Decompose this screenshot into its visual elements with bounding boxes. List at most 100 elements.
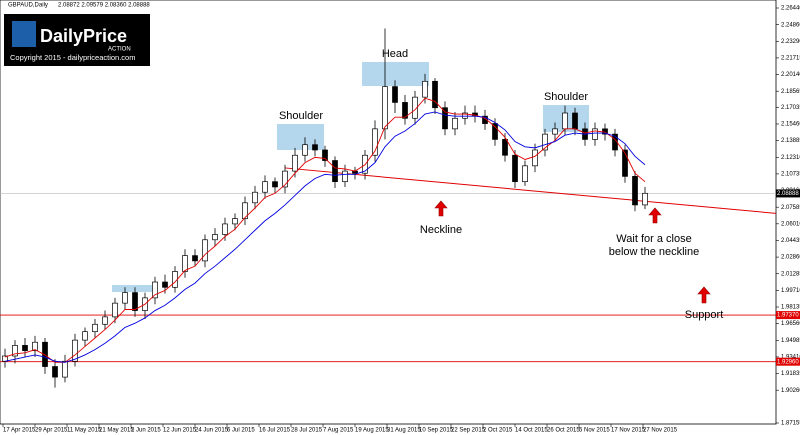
y-tick-label: 2.15460 [781,122,800,128]
x-tick-label: 17 Nov 2015 [611,428,646,434]
y-tick-label: 2.20140 [781,72,800,78]
candle-body [342,170,348,183]
candle-body [542,133,548,151]
x-tick-label: 7 Aug 2015 [323,428,354,434]
candle-body [402,102,408,119]
candle-body [112,302,118,318]
y-tick-label: 1.98135 [781,305,800,311]
arrow [648,207,662,224]
x-tick-label: 22 Sep 2015 [451,428,486,434]
candle-body [322,149,328,161]
y-tick-label: 2.01285 [781,271,800,277]
candle-body [392,86,398,103]
candle-body [462,112,468,119]
y-tick-label: 2.13885 [781,138,800,144]
candle-body [552,128,558,135]
y-tick-label: 2.18565 [781,89,800,95]
annotation: Shoulder [544,91,588,103]
candle-body [422,80,428,98]
candle-body [232,218,238,225]
x-tick-label: 2 Jun 2015 [131,428,161,434]
logo-icon [12,21,36,47]
candle-body [122,292,128,304]
copyright: Copyright 2015 - dailypriceaction.com [10,53,135,62]
candle-body [162,281,168,288]
candle-body [42,341,48,367]
candle-body [192,255,198,262]
highlight-box [112,285,152,292]
neckline [284,167,777,214]
candle-body [332,160,338,183]
x-tick-label: 12 Jun 2015 [163,428,197,434]
logo-sub: ACTION [108,47,131,53]
candle-body [102,316,108,325]
candle-body [492,123,498,140]
candle-body [262,181,268,193]
candle-body [562,112,568,130]
candle-body [512,154,518,183]
candle-body [372,128,378,156]
candle-body [182,255,188,272]
arrow [434,200,448,217]
candle-body [612,133,618,151]
price-box [776,189,800,198]
y-tick-label: 2.17035 [781,105,800,111]
y-tick-label: 1.87155 [781,421,800,427]
annotation: below the neckline [609,246,700,258]
y-tick-label: 2.06010 [781,221,800,227]
candle-body [202,239,208,262]
candle-body [452,117,458,130]
candle-body [302,144,308,156]
y-tick-label: 2.21715 [781,55,800,61]
logo-text: DailyPrice [40,26,127,46]
candle-body [72,339,78,362]
x-tick-label: 21 May 2015 [99,428,134,434]
candle-body [82,331,88,341]
annotation: Support [685,309,724,321]
candle-body [22,345,28,352]
y-tick-label: 2.26440 [781,6,800,12]
arrow [697,286,711,304]
level-box [776,357,800,366]
level-label: 1.97370 [777,313,799,319]
y-tick-label: 2.02860 [781,255,800,261]
annotation: Shoulder [279,110,323,122]
x-tick-label: 6 Jul 2015 [227,428,255,434]
level-label: 1.92960 [777,359,799,365]
candle-body [642,192,648,206]
x-tick-label: 2 Oct 2015 [483,428,513,434]
y-tick-label: 1.93410 [781,355,800,361]
candle-body [212,234,218,241]
y-tick-label: 2.12310 [781,155,800,161]
candle-body [242,202,248,219]
annotation: Neckline [420,224,462,236]
candle-body [432,80,438,109]
candle-body [382,86,388,130]
symbol: GBPAUD,Daily [8,3,48,9]
candle-body [442,107,448,130]
candle-body [92,323,98,333]
candle-body [292,154,298,172]
candle-body [572,112,578,130]
level-box [776,311,800,320]
candle-body [592,128,598,140]
candle-body [32,341,38,352]
candle-body [272,181,278,188]
moving-average [4,111,646,363]
x-tick-label: 14 Oct 2015 [515,428,548,434]
candle-body [282,170,288,188]
y-tick-label: 2.24860 [781,22,800,28]
x-tick-label: 26 Oct 2015 [547,428,580,434]
y-tick-label: 1.99710 [781,288,800,294]
x-tick-label: 5 Nov 2015 [579,428,610,434]
candle-body [622,149,628,177]
x-tick-label: 11 May 2015 [67,428,102,434]
x-tick-label: 31 Aug 2015 [387,428,421,434]
y-tick-label: 1.90260 [781,388,800,394]
candle-body [52,366,58,378]
candle-body [152,281,158,299]
highlight-box [362,62,429,86]
candle-body [312,144,318,151]
candle-body [502,139,508,156]
